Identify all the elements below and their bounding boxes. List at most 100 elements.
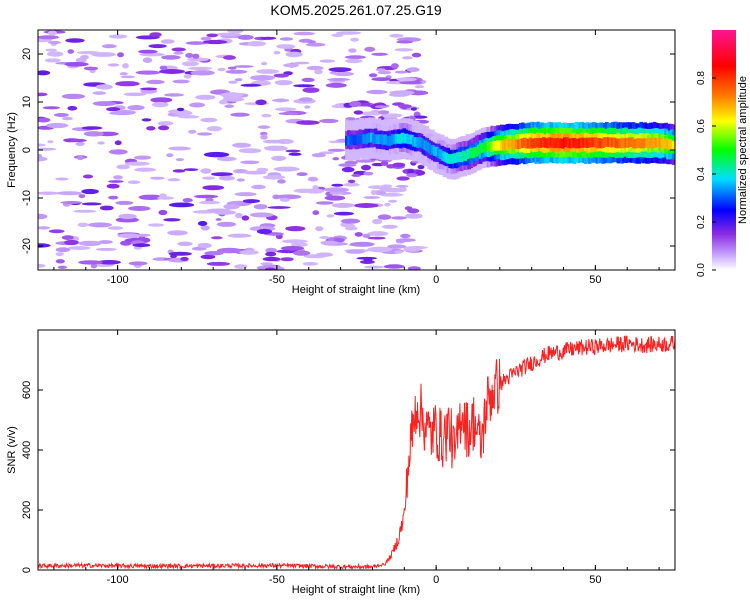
noise-blob <box>120 75 135 79</box>
noise-blob <box>83 131 104 137</box>
noise-blob <box>351 173 362 177</box>
noise-blob <box>285 226 306 232</box>
ridge-cell <box>507 138 512 149</box>
ridge-cell <box>490 142 494 152</box>
ridge-cell <box>652 137 657 148</box>
ridge-cell <box>637 138 642 148</box>
noise-blob <box>265 251 277 257</box>
noise-blob <box>320 240 339 245</box>
noise-blob <box>326 214 335 218</box>
noise-blob <box>360 260 375 264</box>
ridge-cell <box>419 137 424 148</box>
ridge-cell <box>486 141 491 152</box>
ridge-cell <box>603 137 607 147</box>
ridge-cell <box>360 133 364 143</box>
noise-blob <box>217 67 226 72</box>
noise-blob <box>347 179 356 184</box>
noise-blob <box>234 264 248 269</box>
noise-blob <box>278 112 298 116</box>
noise-blob <box>95 84 113 90</box>
noise-blob <box>363 258 373 262</box>
ridge-cell <box>645 138 649 148</box>
noise-blob <box>238 148 262 154</box>
noise-blob <box>232 142 252 148</box>
noise-blob <box>216 156 237 162</box>
noise-blob <box>256 167 269 172</box>
noise-blob <box>281 239 308 244</box>
noise-blob <box>142 57 153 63</box>
ridge-cell <box>628 137 632 147</box>
noise-blob <box>187 66 213 71</box>
noise-blob <box>132 243 151 248</box>
ridge-cell <box>467 148 471 159</box>
noise-blob <box>279 197 290 202</box>
noise-blob <box>341 218 361 224</box>
noise-blob <box>38 243 51 248</box>
noise-blob <box>359 111 382 116</box>
ridge-cell <box>347 136 351 146</box>
noise-blob <box>227 66 237 70</box>
noise-blob <box>312 210 320 216</box>
noise-blob <box>159 69 185 74</box>
noise-blob <box>197 242 212 249</box>
noise-blob <box>327 148 346 152</box>
noise-blob <box>333 211 354 216</box>
noise-blob <box>95 247 117 251</box>
x-tick-label: -50 <box>269 574 285 586</box>
ridge-cell <box>371 134 376 144</box>
noise-blob <box>61 116 73 121</box>
noise-blob <box>296 172 308 177</box>
noise-blob <box>274 107 297 112</box>
noise-blob <box>81 126 103 130</box>
noise-blob <box>377 70 392 75</box>
ridge-cell <box>480 142 485 153</box>
noise-blob <box>391 63 399 69</box>
noise-blob <box>87 222 113 228</box>
ridge-cell <box>534 138 538 148</box>
noise-blob <box>343 182 360 187</box>
ridge-cell <box>564 137 569 147</box>
y-tick-label: -10 <box>21 190 33 206</box>
noise-blob <box>331 183 344 187</box>
ridge-cell <box>626 138 630 148</box>
noise-blob <box>148 44 167 49</box>
noise-blob <box>173 51 184 55</box>
colorbar-tick-label: 0.2 <box>696 215 707 229</box>
noise-blob <box>92 91 107 95</box>
ridge-cell <box>658 138 663 148</box>
noise-blob <box>166 153 174 158</box>
ridge-cell <box>471 148 475 159</box>
noise-blob <box>92 101 117 107</box>
noise-blob <box>101 44 117 49</box>
noise-blob <box>107 63 120 67</box>
ridge-cell <box>404 133 408 144</box>
noise-blob <box>387 244 407 249</box>
ridge-cell <box>589 137 594 148</box>
ridge-cell <box>391 134 395 144</box>
noise-blob <box>127 180 141 184</box>
noise-blob <box>348 48 357 53</box>
ridge-cell <box>423 140 428 151</box>
noise-blob <box>65 38 85 43</box>
noise-blob <box>198 200 220 205</box>
ridge-cell <box>513 139 517 150</box>
noise-blob <box>67 106 78 111</box>
noise-blob <box>251 184 266 190</box>
ridge-cell <box>406 134 410 144</box>
noise-blob <box>187 57 209 62</box>
noise-blob <box>135 70 161 75</box>
ridge-cell <box>620 137 624 148</box>
noise-blob <box>183 73 192 79</box>
noise-blob <box>323 187 350 193</box>
noise-blob <box>185 53 194 58</box>
ridge-cell <box>425 141 429 152</box>
noise-blob <box>335 31 362 35</box>
noise-blob <box>206 33 218 38</box>
ridge-cell <box>570 138 575 148</box>
ridge-cell <box>433 146 437 156</box>
ridge-cell <box>561 139 565 149</box>
noise-blob <box>405 213 423 219</box>
ridge-cell <box>522 137 527 148</box>
noise-blob <box>97 141 105 145</box>
ridge-cell <box>366 133 370 143</box>
